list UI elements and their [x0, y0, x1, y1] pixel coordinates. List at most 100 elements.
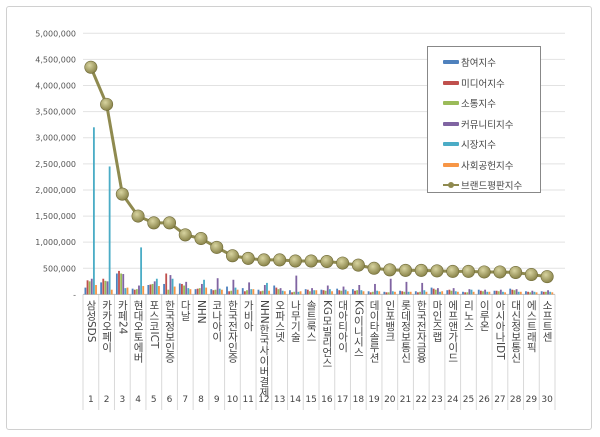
bar-소통지수 [88, 281, 91, 295]
line-point [461, 264, 475, 278]
legend: 참여지수 미디어지수 소통지수 커뮤니티지수 시장지수 사회공헌지수 브랜드평판지수 [427, 46, 541, 193]
bar-참여지수 [257, 289, 260, 295]
bar-참여지수 [226, 286, 228, 295]
x-rank-label: 13 [273, 395, 286, 405]
bar-사회공헌지수 [425, 291, 428, 295]
bar-참여지수 [399, 290, 401, 295]
bar-사회공헌지수 [362, 291, 365, 295]
legend-swatch [443, 182, 459, 189]
y-tick-label: 4,500,000 [35, 55, 76, 64]
bar-참여지수 [178, 283, 181, 295]
x-rank-label: 3 [119, 395, 126, 405]
bar-소통지수 [246, 290, 248, 295]
bar-참여지수 [289, 290, 291, 295]
bar-소통지수 [293, 291, 296, 295]
bar-소통지수 [482, 291, 484, 295]
bar-미디어지수 [102, 278, 105, 295]
bar-시장지수 [502, 291, 504, 295]
bar-참여지수 [446, 290, 449, 295]
bar-커뮤니티지수 [389, 278, 392, 295]
bar-소통지수 [120, 273, 123, 295]
bar-커뮤니티지수 [122, 274, 125, 295]
bar-커뮤니티지수 [295, 275, 298, 295]
bar-시장지수 [376, 290, 379, 295]
bar-커뮤니티지수 [90, 278, 93, 295]
line-point [446, 264, 460, 278]
bar-사회공헌지수 [220, 289, 223, 295]
bar-참여지수 [320, 289, 323, 295]
bar-소통지수 [309, 291, 311, 295]
x-category-label: 한국전자인증 [226, 300, 239, 363]
bar-소통지수 [356, 290, 359, 295]
x-rank-label: 25 [462, 395, 475, 405]
x-rank-label: 12 [258, 395, 270, 405]
x-category-label: 마인즈랩 [431, 300, 443, 342]
legend-label: 사회공헌지수 [461, 160, 514, 172]
x-rank-label: 18 [352, 395, 365, 405]
bar-사회공헌지수 [378, 291, 381, 295]
bar-커뮤니티지수 [153, 281, 156, 295]
legend-swatch [443, 162, 459, 167]
bar-사회공헌지수 [315, 290, 318, 295]
line-point [115, 187, 129, 201]
bar-소통지수 [387, 292, 390, 295]
bar-시장지수 [486, 291, 489, 295]
line-point [509, 265, 523, 279]
line-point [225, 249, 239, 263]
bar-사회공헌지수 [346, 291, 349, 295]
x-category-label: 현대오토에버 [132, 300, 145, 363]
bar-미디어지수 [354, 290, 356, 295]
bar-미디어지수 [432, 288, 435, 295]
bar-시장지수 [313, 290, 316, 295]
bar-시장지수 [328, 289, 331, 295]
y-tick-label: 4,000,000 [35, 82, 76, 91]
bar-사회공헌지수 [299, 291, 302, 295]
bar-사회공헌지수 [472, 291, 475, 295]
line-point [178, 228, 192, 242]
x-rank-label: 9 [213, 395, 220, 405]
x-rank-label: 24 [446, 395, 459, 405]
bar-미디어지수 [212, 290, 215, 295]
bar-미디어지수 [259, 291, 262, 295]
bar-참여지수 [210, 289, 213, 295]
bar-커뮤니티지수 [374, 283, 376, 295]
bar-참여지수 [163, 283, 165, 295]
bar-커뮤니티지수 [547, 290, 549, 295]
line-point [194, 232, 208, 246]
bar-커뮤니티지수 [216, 278, 219, 295]
x-category-label: 솔트룩스 [305, 300, 318, 342]
bar-참여지수 [131, 288, 134, 295]
bar-커뮤니티지수 [311, 288, 313, 295]
x-category-label: 에프앤가이드 [446, 300, 459, 363]
x-rank-label: 23 [431, 395, 443, 405]
x-rank-label: 14 [289, 395, 302, 405]
bar-미디어지수 [165, 273, 168, 295]
x-rank-label: 4 [135, 395, 141, 405]
x-rank-label: 26 [478, 395, 490, 405]
bar-참여지수 [383, 291, 386, 295]
x-category-label: 오파스넷 [273, 300, 286, 342]
y-tick-label: 1,500,000 [35, 212, 76, 221]
bar-사회공헌지수 [158, 286, 160, 295]
bar-사회공헌지수 [236, 289, 239, 295]
bar-소통지수 [497, 291, 500, 295]
bar-시장지수 [250, 289, 253, 295]
x-category-label: 이루온 [478, 300, 491, 332]
x-category-label: 한국정보인증 [163, 300, 176, 363]
bar-시장지수 [297, 291, 300, 295]
y-tick-label: 3,500,000 [35, 108, 76, 117]
legend-item: 사회공헌지수 [428, 155, 540, 176]
x-category-label: NHN한국사이버결제 [257, 300, 270, 398]
x-rank-label: 10 [226, 395, 239, 405]
bar-시장지수 [140, 247, 143, 295]
bar-커뮤니티지수 [452, 288, 455, 295]
bar-미디어지수 [86, 280, 89, 295]
x-rank-label: 19 [368, 395, 380, 405]
bar-커뮤니티지수 [263, 285, 266, 295]
line-point [540, 270, 554, 284]
bar-소통지수 [419, 291, 421, 295]
bar-미디어지수 [275, 287, 278, 295]
x-category-label: 카페24 [116, 300, 129, 335]
legend-item: 시장지수 [428, 134, 540, 155]
bar-미디어지수 [118, 270, 120, 295]
